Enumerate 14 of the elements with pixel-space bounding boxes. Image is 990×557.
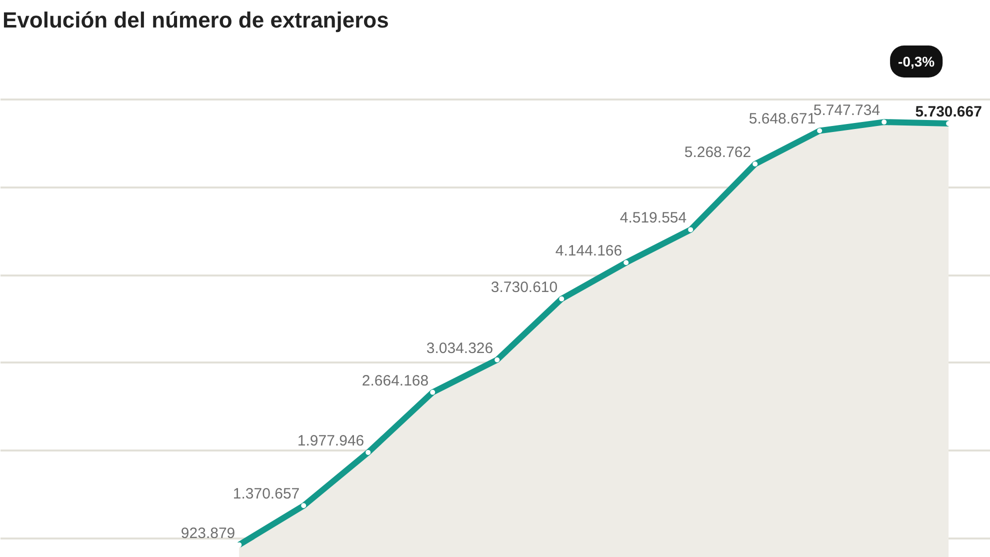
data-label: 5.730.667 bbox=[915, 104, 982, 121]
data-label: 1.370.657 bbox=[232, 486, 300, 503]
data-label: 2.664.168 bbox=[362, 372, 429, 390]
data-label: 4.144.166 bbox=[555, 242, 622, 260]
data-label: 3.034.326 bbox=[426, 340, 494, 357]
data-label: 4.519.554 bbox=[620, 210, 687, 227]
data-label: 3.730.610 bbox=[490, 278, 558, 296]
data-label: 5.747.734 bbox=[813, 102, 880, 120]
data-label: 1.977.946 bbox=[297, 432, 364, 450]
text: -0,3% bbox=[898, 54, 936, 70]
data-label: 5.648.671 bbox=[748, 110, 816, 128]
data-label: 5.268.762 bbox=[684, 144, 752, 162]
chart-title: Evolución del número de extranjeros bbox=[2, 8, 389, 32]
data-label: 923.879 bbox=[180, 524, 236, 542]
